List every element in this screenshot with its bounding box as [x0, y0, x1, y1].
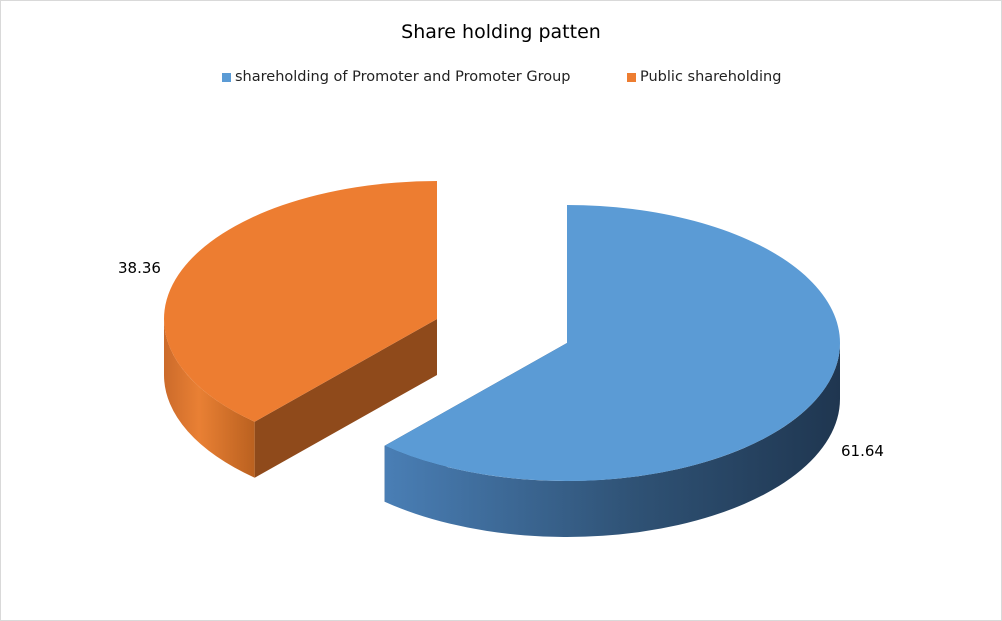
data-label-promoter: 61.64 [841, 442, 884, 460]
legend-label-promoter: shareholding of Promoter and Promoter Gr… [235, 69, 571, 85]
legend-item-promoter: shareholding of Promoter and Promoter Gr… [222, 69, 571, 85]
pie-side-face-public [254, 319, 437, 478]
legend-swatch-promoter [222, 72, 231, 82]
pie-slice-public [163, 181, 437, 422]
legend-label-public: Public shareholding [640, 69, 782, 85]
pie-outer-wall-promoter [384, 343, 840, 537]
pie-slice-promoter [384, 205, 840, 481]
legend-swatch-public [627, 72, 636, 82]
pie-outer-wall-public [164, 319, 255, 478]
chart-title: Share holding patten [401, 21, 601, 43]
data-label-public: 38.36 [118, 259, 161, 277]
legend-item-public: Public shareholding [627, 69, 781, 85]
